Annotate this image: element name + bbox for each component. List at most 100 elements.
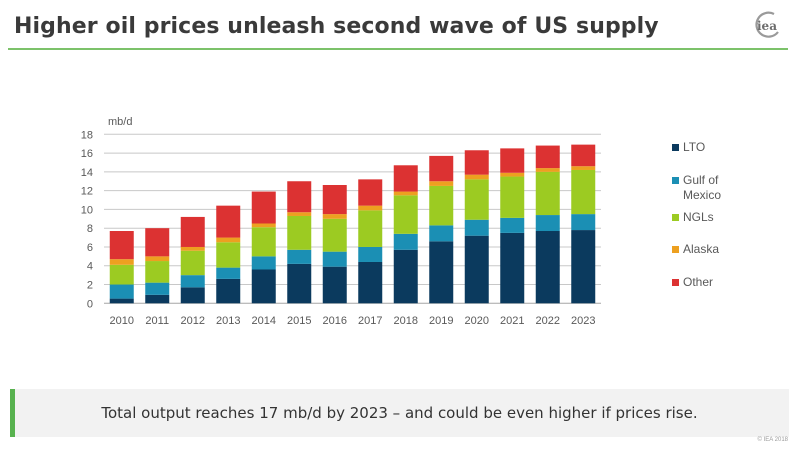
bar-stack-2021	[500, 148, 525, 304]
bar-segment-ngls	[571, 169, 596, 215]
bar-segment-lto	[322, 266, 347, 304]
bar-segment-gulf-of-mexico	[535, 215, 560, 232]
bar-segment-gulf-of-mexico	[180, 275, 205, 288]
bar-segment-other	[322, 185, 347, 215]
slide-title: Higher oil prices unleash second wave of…	[14, 14, 659, 39]
x-tick-label: 2014	[252, 315, 276, 327]
bar-segment-ngls	[358, 210, 383, 247]
bar-segment-alaska	[216, 237, 241, 243]
legend-item-alaska: Alaska	[672, 242, 719, 257]
y-axis-label: mb/d	[108, 116, 132, 128]
bar-segment-other	[180, 216, 205, 247]
iea-logo-text: iea	[757, 19, 777, 33]
bar-stack-2018	[393, 165, 418, 304]
bar-segment-gulf-of-mexico	[464, 219, 489, 236]
bar-segment-lto	[429, 241, 454, 304]
x-tick-label: 2018	[394, 315, 418, 327]
y-tick-label: 8	[87, 223, 93, 235]
bar-segment-other	[216, 205, 241, 238]
bar-stack-2013	[216, 205, 241, 304]
x-tick-label: 2022	[536, 315, 560, 327]
bar-segment-ngls	[322, 218, 347, 252]
bar-stack-2012	[180, 216, 205, 304]
y-tick-label: 18	[81, 129, 93, 141]
bar-stack-2017	[358, 179, 383, 304]
bar-segment-lto	[180, 287, 205, 304]
legend-item-lto: LTO	[672, 140, 705, 155]
legend-swatch	[672, 279, 679, 286]
legend-swatch	[672, 246, 679, 253]
bar-segment-other	[571, 144, 596, 167]
bar-segment-other	[358, 179, 383, 206]
x-tick-label: 2016	[323, 315, 347, 327]
bar-segment-alaska	[500, 172, 525, 177]
bar-segment-alaska	[358, 205, 383, 211]
legend-swatch	[672, 214, 679, 221]
bar-segment-gulf-of-mexico	[322, 251, 347, 267]
takeaway-banner: Total output reaches 17 mb/d by 2023 – a…	[10, 389, 789, 437]
legend-label: LTO	[683, 140, 706, 154]
bar-segment-alaska	[571, 166, 596, 170]
bar-segment-gulf-of-mexico	[429, 225, 454, 242]
bar-segment-other	[145, 228, 170, 257]
bar-segment-gulf-of-mexico	[571, 214, 596, 231]
bar-segment-ngls	[535, 171, 560, 216]
bar-segment-alaska	[393, 191, 418, 196]
bar-segment-ngls	[429, 185, 454, 226]
bar-segment-ngls	[287, 215, 312, 250]
bar-segment-lto	[464, 235, 489, 304]
bar-stack-2015	[287, 181, 312, 304]
y-tick-labels: 0 2 4 6 8 10 12 14 16 18	[81, 129, 93, 310]
legend-label: Gulf of Mexico	[683, 173, 722, 202]
iea-logo-icon	[755, 11, 779, 38]
bar-segment-lto	[500, 232, 525, 304]
bar-stack-2011	[145, 228, 170, 304]
legend-item-ngls: NGLs	[672, 210, 714, 225]
bar-segment-gulf-of-mexico	[109, 284, 134, 299]
bar-stack-2020	[464, 150, 489, 304]
bar-stack-2023	[571, 144, 596, 304]
bar-segment-lto	[251, 269, 276, 304]
legend-label: Other	[683, 275, 714, 289]
bar-segment-lto	[287, 263, 312, 304]
y-tick-label: 10	[81, 204, 93, 216]
bar-segment-lto	[216, 278, 241, 304]
bar-segment-gulf-of-mexico	[251, 256, 276, 270]
y-tick-label: 12	[81, 186, 93, 198]
x-tick-label: 2011	[145, 315, 169, 327]
bar-segment-other	[109, 231, 134, 260]
bar-segment-other	[500, 148, 525, 173]
bar-stack-2010	[109, 231, 134, 304]
x-tick-label: 2015	[287, 315, 311, 327]
bar-segment-lto	[535, 231, 560, 304]
x-tick-label: 2023	[571, 315, 595, 327]
bar-segment-lto	[571, 230, 596, 304]
legend-swatch	[672, 144, 679, 151]
x-tick-label: 2020	[465, 315, 489, 327]
bar-segment-other	[287, 181, 312, 213]
bar-segment-lto	[109, 298, 134, 304]
bar-segment-alaska	[429, 181, 454, 186]
bar-segment-alaska	[109, 259, 134, 265]
bar-segment-ngls	[180, 250, 205, 276]
legend-label: Alaska	[683, 242, 720, 256]
y-tick-label: 2	[87, 280, 93, 292]
bar-segment-alaska	[251, 223, 276, 228]
legend-swatch	[672, 177, 679, 184]
bar-stack-2022	[535, 145, 560, 304]
bar-segment-gulf-of-mexico	[500, 217, 525, 233]
x-tick-label: 2021	[500, 315, 524, 327]
bar-segment-other	[464, 150, 489, 175]
bar-segment-ngls	[464, 179, 489, 220]
bar-segment-gulf-of-mexico	[287, 249, 312, 264]
bar-segment-gulf-of-mexico	[358, 246, 383, 262]
legend-item-other: Other	[672, 275, 713, 290]
bar-segment-alaska	[464, 174, 489, 180]
bars	[109, 144, 596, 304]
bar-segment-alaska	[145, 256, 170, 262]
takeaway-text: Total output reaches 17 mb/d by 2023 – a…	[101, 404, 698, 422]
bar-segment-ngls	[109, 264, 134, 285]
x-tick-labels: 2010 2011 2012 2013 2014 2015 2016 2017 2018 2019…	[110, 315, 596, 327]
gridlines	[104, 133, 601, 304]
y-tick-label: 4	[87, 261, 93, 273]
